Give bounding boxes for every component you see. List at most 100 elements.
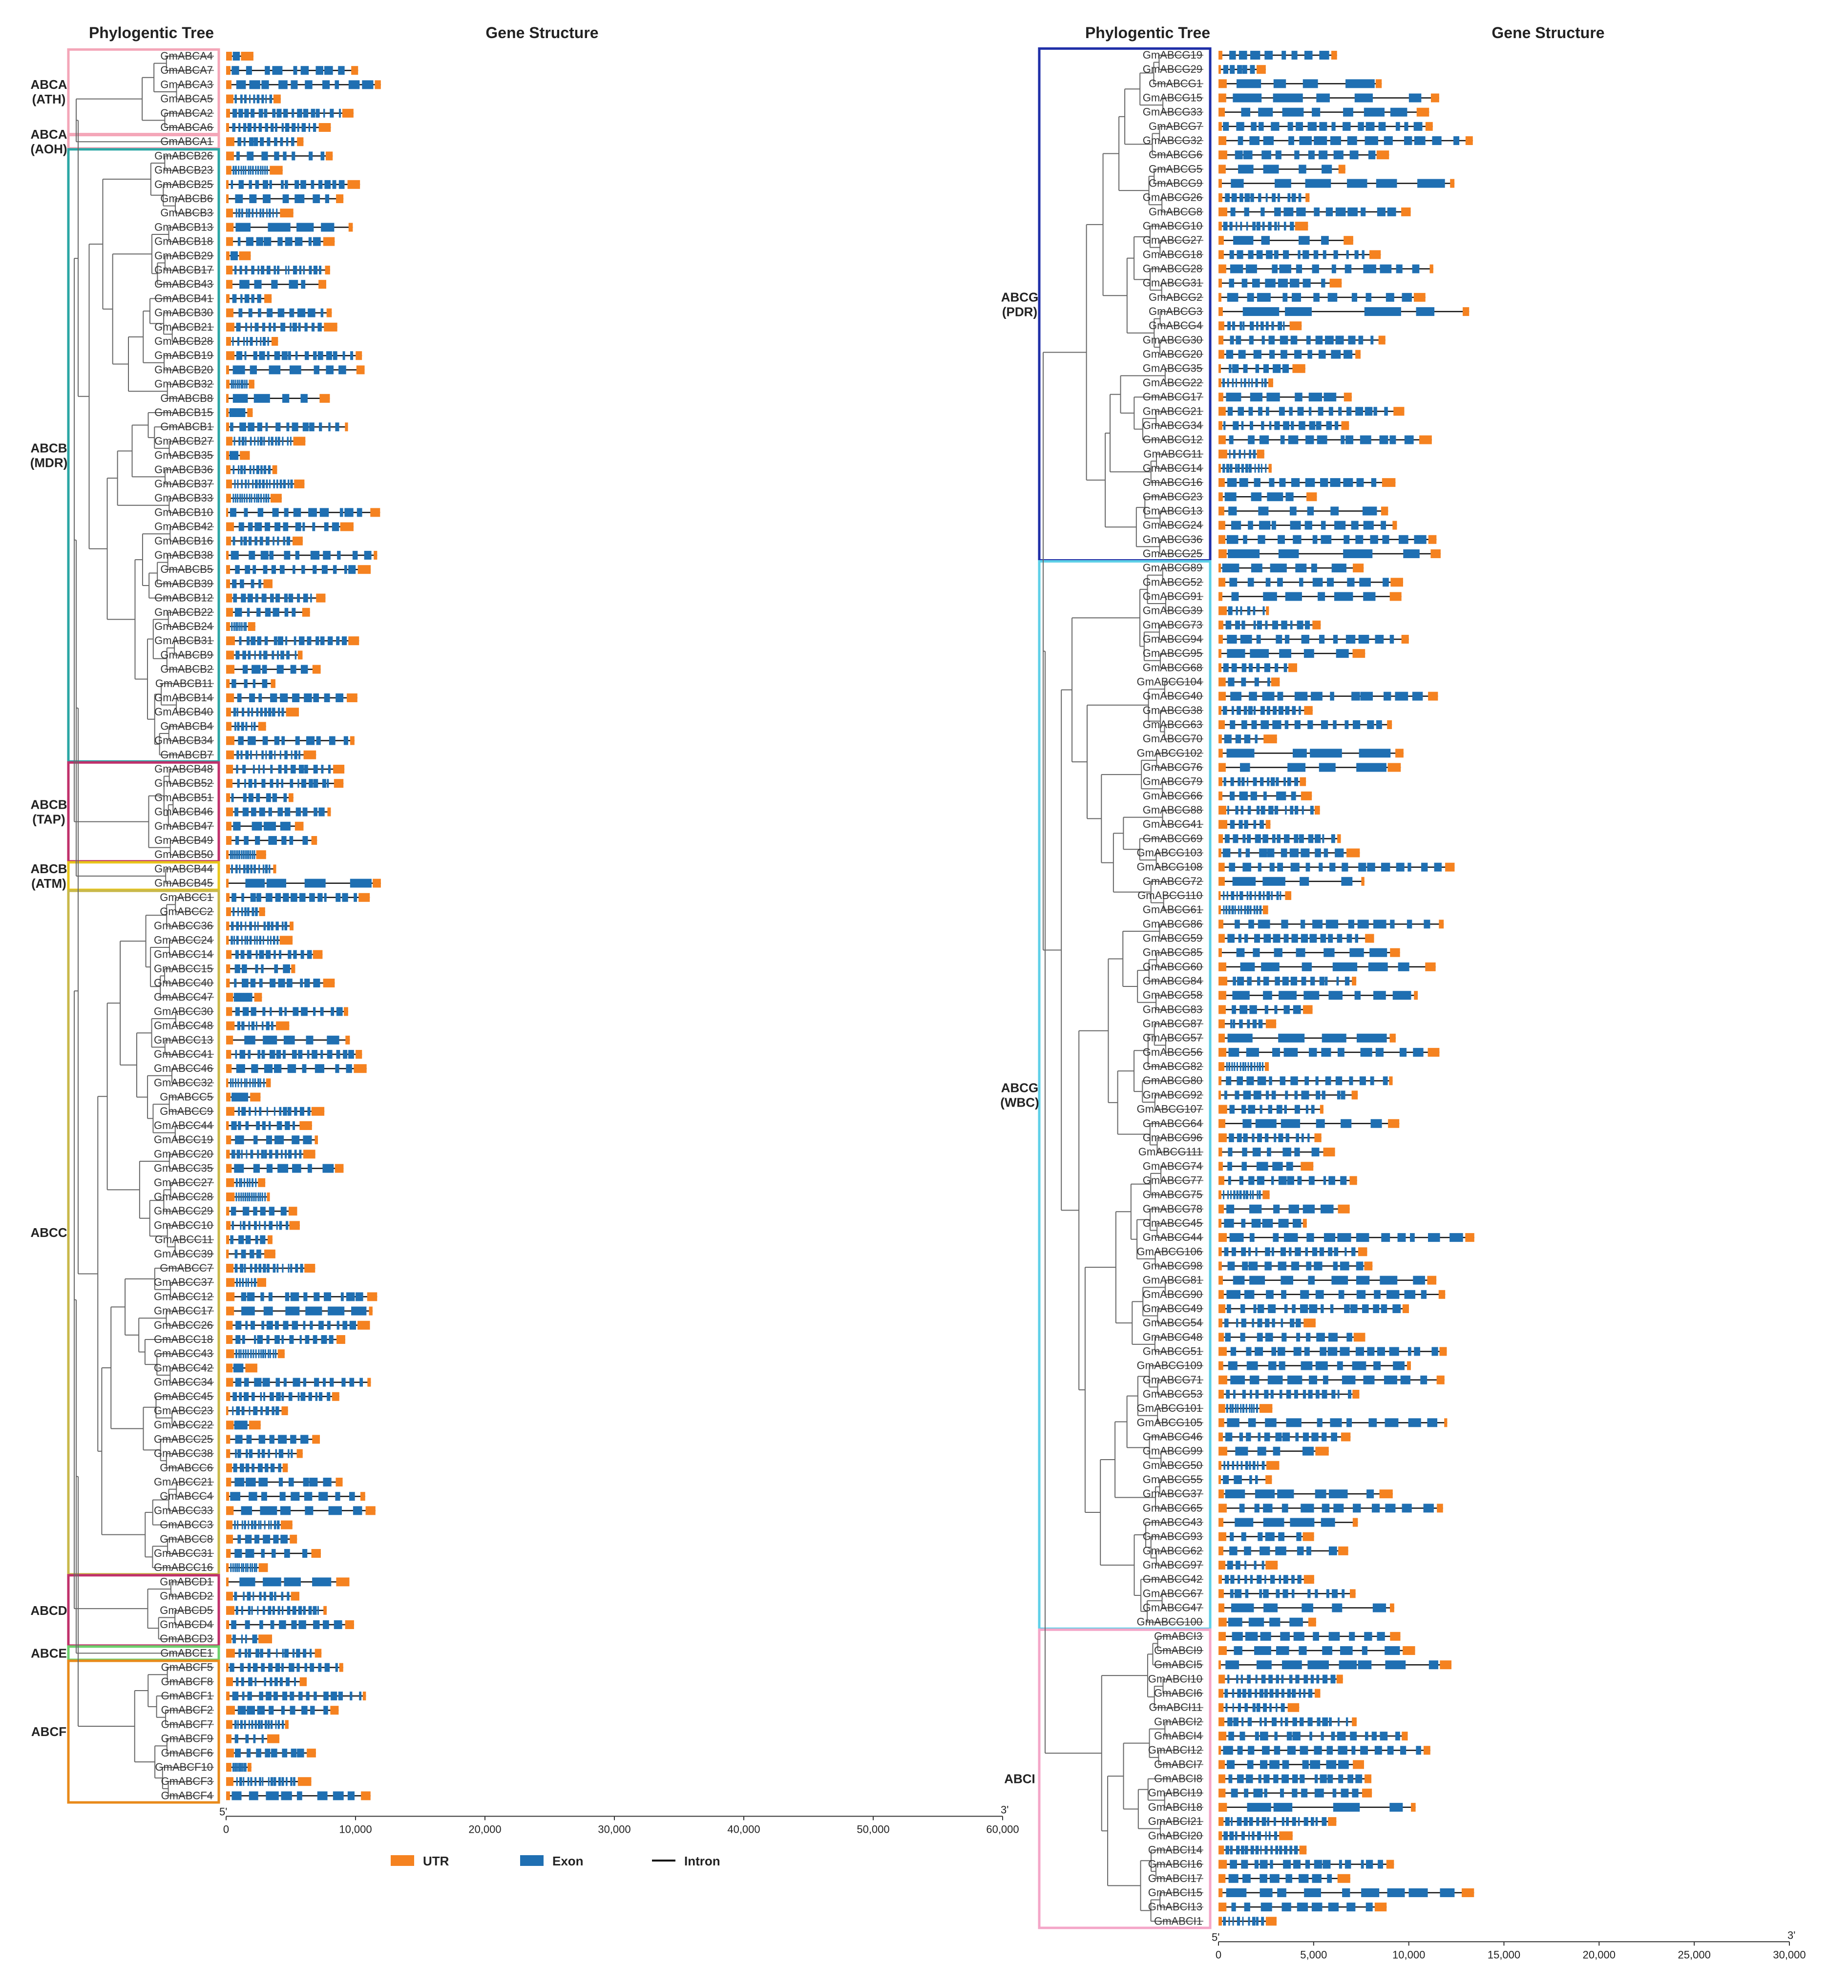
utr-block <box>369 1306 373 1316</box>
exon-block <box>1276 1105 1282 1114</box>
exon-block <box>231 864 233 874</box>
exon-block <box>1283 222 1286 231</box>
utr-block <box>226 921 230 931</box>
exon-block <box>253 1193 255 1201</box>
exon-block <box>273 1692 278 1700</box>
gene-label: GmABCG19 <box>1143 49 1202 61</box>
gene-label: GmABCC9 <box>160 1105 213 1117</box>
exon-block <box>1279 1575 1281 1584</box>
exon-block <box>336 693 344 702</box>
exon-block <box>1224 1318 1229 1328</box>
exon-block <box>252 1663 258 1672</box>
gene-label: GmABCC25 <box>154 1433 213 1445</box>
utr-block <box>1218 535 1226 544</box>
utr-block <box>1428 1047 1440 1057</box>
exon-block <box>1387 1888 1405 1897</box>
gene-label: GmABCI4 <box>1154 1730 1202 1742</box>
gene-label: GmABCG82 <box>1143 1060 1202 1072</box>
utr-block <box>1218 948 1222 957</box>
exon-block <box>300 665 308 674</box>
exon-block <box>1330 478 1341 487</box>
exon-block <box>254 650 256 660</box>
utr-block <box>270 494 282 503</box>
exon-block <box>298 1606 302 1615</box>
exon-block <box>234 1549 242 1558</box>
exon-block <box>1361 1860 1364 1869</box>
exon-block <box>1315 848 1321 858</box>
exon-block <box>1268 335 1275 345</box>
x-tick-label: 0 <box>223 1823 229 1835</box>
exon-block <box>282 394 290 403</box>
exon-block <box>329 736 336 745</box>
exon-block <box>1223 65 1228 74</box>
exon-block <box>247 1777 250 1786</box>
exon-block <box>1286 1817 1289 1826</box>
exon-block <box>1250 65 1255 74</box>
exon-block <box>1271 122 1280 131</box>
gene-label: GmABCG27 <box>1143 234 1202 246</box>
exon-block <box>1331 834 1335 843</box>
exon-block <box>1316 1333 1325 1342</box>
exon-block <box>241 1107 246 1116</box>
exon-block <box>231 1092 233 1102</box>
exon-block <box>266 950 271 959</box>
exon-block <box>1248 1261 1258 1271</box>
exon-block <box>269 1121 271 1130</box>
exon-block <box>1265 620 1268 629</box>
exon-block <box>1258 1774 1261 1783</box>
exon-block <box>1373 407 1377 416</box>
exon-block <box>1345 1717 1348 1726</box>
exon-block <box>1297 1575 1302 1584</box>
gene-label: GmABCI20 <box>1148 1829 1202 1842</box>
utr-block <box>226 1649 235 1658</box>
exon-block <box>1279 264 1292 273</box>
exon-block <box>1294 150 1300 160</box>
exon-block <box>274 1349 276 1359</box>
exon-block <box>249 1791 258 1800</box>
exon-block <box>304 1663 307 1672</box>
exon-block <box>233 821 241 831</box>
utr-block <box>226 1606 235 1615</box>
exon-block <box>294 1150 297 1159</box>
exon-block <box>1224 1090 1227 1100</box>
exon-block <box>255 964 258 973</box>
exon-block <box>238 993 240 1002</box>
exon-block <box>260 708 263 717</box>
exon-block <box>1283 421 1290 430</box>
utr-block <box>356 1050 362 1059</box>
gene-label: GmABCG11 <box>1143 448 1202 460</box>
exon-block <box>335 80 339 89</box>
gene-label: GmABCG26 <box>1143 191 1202 204</box>
exon-block <box>275 1150 278 1159</box>
exon-block <box>234 1249 238 1258</box>
gene-label: GmABCC48 <box>154 1020 213 1032</box>
exon-block <box>1230 335 1234 345</box>
exon-block <box>1255 1489 1275 1499</box>
exon-block <box>1237 1746 1243 1755</box>
gene-label: GmABCC11 <box>155 1234 213 1246</box>
exon-block <box>292 108 294 118</box>
exon-block <box>261 779 266 788</box>
exon-block <box>231 408 233 417</box>
utr-block <box>302 607 310 617</box>
exon-block <box>273 1520 276 1529</box>
exon-block <box>1281 350 1287 359</box>
exon-block <box>315 108 320 118</box>
utr-block <box>357 1320 370 1330</box>
utr-block <box>226 480 232 488</box>
exon-block <box>341 636 347 646</box>
exon-block <box>263 821 276 831</box>
exon-block <box>266 209 268 218</box>
gene-label: GmABCG40 <box>1143 690 1202 702</box>
exon-block <box>322 1164 334 1173</box>
gene-label: GmABCG21 <box>1143 405 1202 417</box>
gene-label: GmABCC15 <box>154 963 213 975</box>
exon-block <box>1327 1347 1338 1356</box>
exon-block <box>1231 706 1234 715</box>
exon-block <box>1260 806 1265 815</box>
utr-block <box>249 1421 261 1430</box>
exon-block <box>1278 549 1299 558</box>
exon-block <box>236 1064 245 1073</box>
utr-block <box>294 480 305 488</box>
exon-block <box>1299 834 1304 843</box>
